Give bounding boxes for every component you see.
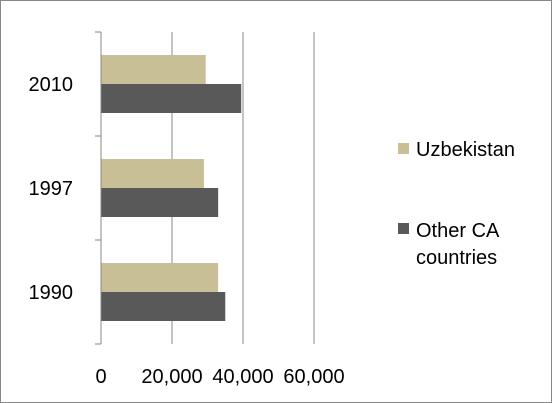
bar-other-ca-countries	[101, 84, 242, 113]
y-tick-label: 2010	[29, 74, 74, 96]
y-tick-label: 1997	[29, 178, 74, 200]
legend-label-line: Other CA	[416, 220, 500, 242]
legend-swatch	[398, 223, 409, 234]
bar-other-ca-countries	[101, 188, 219, 217]
bar-uzbekistan	[101, 263, 219, 292]
bar-other-ca-countries	[101, 292, 226, 321]
x-tick-label: 60,000	[283, 366, 344, 388]
legend-label: Other CA countries	[416, 220, 500, 269]
x-tick-label: 20,000	[141, 366, 202, 388]
legend-swatch	[398, 143, 409, 154]
legend: Uzbekistan Other CA countries	[398, 139, 515, 269]
legend-label-line: countries	[416, 247, 497, 269]
x-tick-label: 0	[95, 366, 106, 388]
legend-label-line: Uzbekistan	[416, 139, 515, 161]
bar-uzbekistan	[101, 159, 204, 188]
legend-label: Uzbekistan	[416, 139, 515, 161]
bar-uzbekistan	[101, 55, 206, 84]
x-tick-label: 40,000	[212, 366, 273, 388]
y-tick-label: 1990	[29, 282, 74, 304]
axis-layer: 0 20,000 40,000 60,000 1990 1997 2010	[29, 31, 345, 388]
bars-layer	[101, 55, 242, 321]
